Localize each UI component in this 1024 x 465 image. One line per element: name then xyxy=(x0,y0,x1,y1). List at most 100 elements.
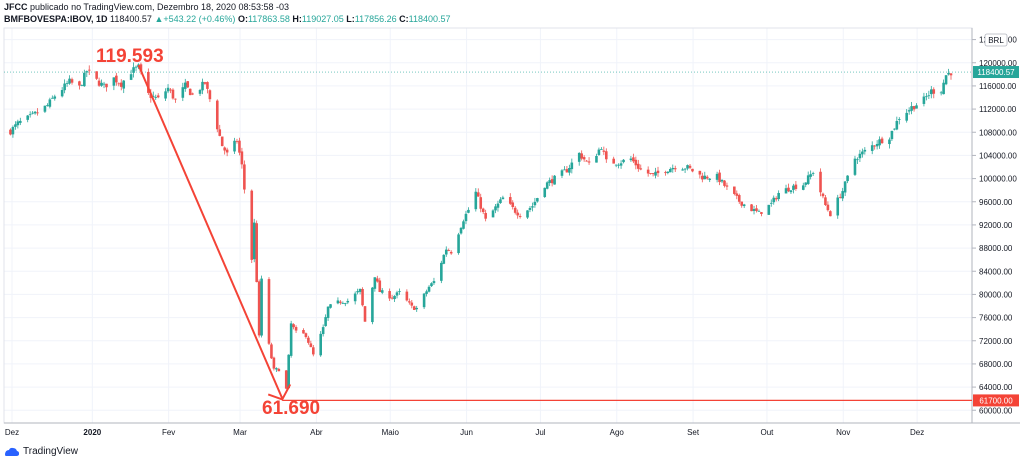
candle-body xyxy=(464,213,468,222)
candle-body xyxy=(826,204,830,211)
candle-body xyxy=(220,136,224,147)
candle-body xyxy=(31,112,34,114)
candle-body xyxy=(415,307,419,310)
publisher-info: publicado no TradingView.com, Dezembro 1… xyxy=(30,2,290,12)
ohlc-legend: BMFBOVESPA:IBOV, 1D 118400.57 ▲+543.22 (… xyxy=(4,14,451,24)
candle-body xyxy=(740,201,744,206)
time-tick-label: Nov xyxy=(836,428,850,437)
price-axis[interactable]: 60000.00 64000.00 68000.00 72000.00 76000.00… xyxy=(972,36,1019,416)
candle-body xyxy=(378,280,382,293)
candle-body xyxy=(585,160,588,162)
candle-body xyxy=(304,333,308,338)
candle-body xyxy=(565,169,569,173)
candle-body xyxy=(809,174,812,177)
price-tick-label: 72000.00 xyxy=(979,337,1013,346)
candle-body xyxy=(632,157,635,162)
candle-body xyxy=(587,161,591,163)
candle-body xyxy=(398,291,401,292)
candle-body xyxy=(942,82,945,95)
time-tick-label: Ago xyxy=(610,428,625,437)
price-tick-label: 92000.00 xyxy=(979,221,1013,230)
candle-body xyxy=(873,145,876,147)
candle-body xyxy=(597,149,601,155)
price-tick-label: 120000.00 xyxy=(979,59,1017,68)
candle-body xyxy=(858,153,862,159)
candle-body xyxy=(528,207,532,210)
candle-body xyxy=(715,173,719,180)
candle-body xyxy=(568,168,571,173)
candle-body xyxy=(769,202,773,204)
candle-body xyxy=(481,208,485,213)
candle-body xyxy=(46,105,49,106)
candle-body xyxy=(703,175,707,180)
candle-body xyxy=(203,82,207,84)
candle-body xyxy=(474,191,478,210)
candle-body xyxy=(267,279,271,344)
low-annotation-text: 61.690 xyxy=(262,398,320,419)
candle-body xyxy=(777,192,780,200)
candle-body xyxy=(772,197,776,203)
candle-body xyxy=(550,179,554,184)
symbol-name: BMFBOVESPA:IBOV, 1D xyxy=(4,14,108,24)
candle-body xyxy=(112,77,116,86)
candle-body xyxy=(122,80,126,89)
candle-body xyxy=(321,327,325,335)
candle-body xyxy=(701,175,704,180)
candle-body xyxy=(361,289,364,306)
candle-body xyxy=(147,71,150,93)
candle-body xyxy=(395,292,399,296)
candle-body xyxy=(151,95,155,97)
candle-body xyxy=(629,158,633,161)
high-label: H: xyxy=(292,14,302,24)
candle-body xyxy=(28,114,32,116)
open-label: O: xyxy=(237,14,248,24)
candle-body xyxy=(174,98,177,100)
candle-body xyxy=(191,93,194,95)
candle-body xyxy=(289,323,293,356)
candle-body xyxy=(171,89,175,99)
drop-arrow-line xyxy=(137,64,284,399)
candle-body xyxy=(545,182,549,189)
candle-body xyxy=(430,283,433,287)
candles xyxy=(9,62,953,390)
time-axis[interactable]: Dez 2020 Fev Mar Abr Maio Jun Jul Ago Set Out Nov De… xyxy=(5,428,924,437)
tradingview-footer[interactable]: TradingView xyxy=(4,446,78,457)
currency-badge[interactable]: BRL xyxy=(984,33,1008,47)
candle-body xyxy=(792,185,795,190)
candle-body xyxy=(309,343,313,348)
level-price-marker xyxy=(973,394,1019,407)
candle-body xyxy=(14,124,17,127)
candle-body xyxy=(97,80,101,86)
candle-body xyxy=(156,95,160,98)
candle-body xyxy=(425,291,428,294)
candle-body xyxy=(804,182,808,185)
candle-body xyxy=(705,176,709,179)
publisher-line: JFCC publicado no TradingView.com, Dezem… xyxy=(4,2,289,12)
candle-body xyxy=(843,181,847,193)
candle-body xyxy=(841,191,844,199)
candle-body xyxy=(737,195,741,202)
candle-body xyxy=(637,163,640,169)
candle-body xyxy=(548,180,551,183)
candle-body xyxy=(70,79,74,83)
candle-body xyxy=(250,190,254,260)
candle-body xyxy=(371,287,374,323)
candle-body xyxy=(102,83,106,85)
candle-body xyxy=(51,97,54,99)
drop-arrow-head xyxy=(267,383,292,401)
candle-body xyxy=(619,163,623,166)
candle-body xyxy=(829,211,832,217)
low-label: L: xyxy=(346,14,355,24)
candle-body xyxy=(444,249,448,255)
candle-body xyxy=(602,150,606,152)
time-tick-label: Set xyxy=(687,428,700,437)
candle-body xyxy=(422,293,426,308)
price-tick-label: 112000.00 xyxy=(979,105,1017,114)
price-tick-label: 96000.00 xyxy=(979,198,1013,207)
candle-body xyxy=(622,159,625,163)
candle-body xyxy=(614,164,618,166)
candle-body xyxy=(270,344,273,359)
candle-body xyxy=(819,171,822,193)
candle-body xyxy=(708,178,712,180)
